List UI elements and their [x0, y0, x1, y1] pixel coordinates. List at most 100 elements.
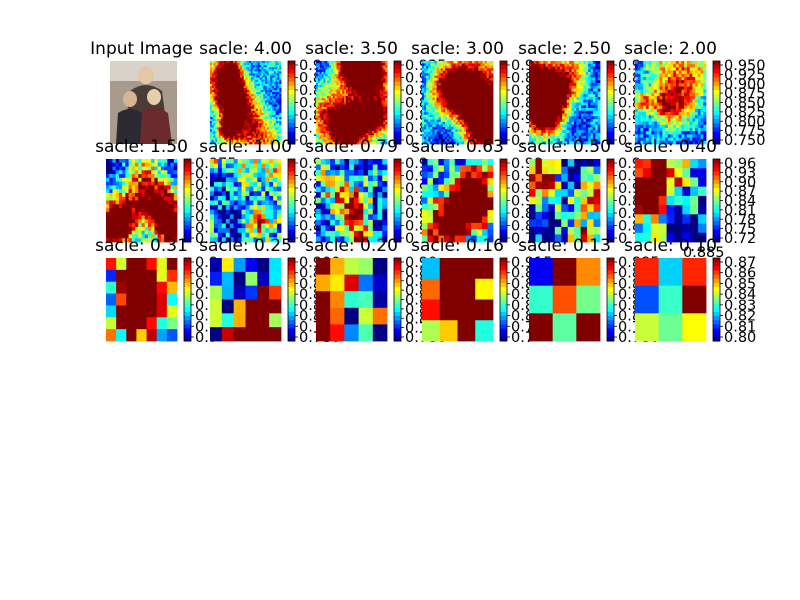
panel-14: sacle: 0.200.900.880.860.850.840.820.810…	[305, 236, 446, 346]
colorbar-tick-label: 0.8	[511, 266, 534, 282]
colorbar-tick-label: 0.9	[511, 181, 534, 197]
panel-7: sacle: 1.000.90.90.90.80.80.80.7	[199, 137, 322, 247]
panel-10: sacle: 0.500.90.90.90.80.80.80.7	[518, 137, 641, 247]
colorbar-tick-label: 0.78	[724, 212, 756, 228]
colorbar-tick-label: 0.7	[511, 330, 534, 346]
colorbar-tick-label: 0.8	[511, 219, 534, 235]
heatmap-image	[210, 159, 282, 243]
colorbar-tick-label: 0.8	[511, 83, 534, 99]
heatmap-image	[529, 61, 601, 145]
colorbar-tick-label: 0.83	[724, 298, 756, 314]
colorbar-tick-label: 0.80	[724, 330, 756, 346]
panel-title: sacle: 4.00	[199, 39, 292, 59]
panel-8: sacle: 0.790.90.90.90.80.80.80.7	[305, 137, 428, 247]
colorbar-tick-label: 0.8	[511, 71, 534, 87]
colorbar-tick-label: 0.8	[511, 276, 534, 292]
colorbar-tick-label: 0.90	[724, 175, 756, 191]
panel-0: Input Image	[90, 39, 193, 144]
colorbar-tick-label: 0.81	[724, 319, 756, 335]
heatmap-image	[635, 61, 707, 145]
panel-title: sacle: 0.16	[411, 236, 504, 256]
colorbar-tick-label: 0.81	[724, 203, 756, 219]
panel-title: sacle: 2.00	[624, 39, 717, 59]
heatmap-image	[210, 258, 282, 342]
panel-title: sacle: 0.25	[199, 236, 292, 256]
panel-title: sacle: 2.50	[518, 39, 611, 59]
colorbar: 0.90.80.80.80.80.70.7	[499, 58, 534, 149]
panel-9: sacle: 0.630.990.90.90.90.80.80.7	[411, 137, 543, 247]
colorbar-tick-label: 0.750	[724, 133, 766, 149]
colorbar-tick-label: 0.800	[724, 114, 766, 130]
colorbar-tick-label: 0.9	[511, 169, 534, 185]
colorbar: 0.870.860.850.840.830.820.810.80 0.885	[683, 245, 756, 346]
colorbar-tick-label: 0.8	[511, 206, 534, 222]
heatmap-image	[529, 258, 601, 342]
heatmap-image	[106, 159, 178, 243]
panel-11: sacle: 0.400.960.930.900.870.840.810.780…	[624, 137, 756, 247]
heatmap-image	[316, 159, 388, 243]
colorbar-tick-label: 0.96	[724, 156, 756, 172]
panel-4: sacle: 2.500.90.80.80.80.80.70.7	[518, 39, 641, 149]
colorbar-tick-label: 0.82	[724, 309, 756, 325]
colorbar-tick-label: 0.7	[511, 319, 534, 335]
panel-1: sacle: 4.000.90.80.80.80.80.70.7	[199, 39, 322, 149]
colorbar-tick-label: 0.75	[724, 222, 756, 238]
colorbar: 0.960.930.900.870.840.810.780.750.72	[712, 156, 756, 247]
colorbar: 0.9500.9250.9000.8750.8500.8250.8000.775…	[712, 58, 766, 149]
colorbar-tick-label: 0.825	[724, 105, 766, 121]
colorbar-tick-label: 0.8	[511, 309, 534, 325]
colorbar-tick-label: 0.775	[724, 124, 766, 140]
colorbar-tick-label: 0.8	[511, 298, 534, 314]
colorbar-extra-tick-label: 0.885	[683, 245, 725, 261]
panel-title: sacle: 0.20	[305, 236, 398, 256]
panel-title: sacle: 1.00	[199, 137, 292, 157]
panel-5: sacle: 2.000.9500.9250.9000.8750.8500.82…	[624, 39, 765, 149]
colorbar-tick-label: 0.72	[724, 231, 756, 247]
heatmap-image	[316, 258, 388, 342]
colorbar-tick-label: 0.925	[724, 67, 766, 83]
panel-title: sacle: 0.13	[518, 236, 611, 256]
colorbar-tick-label: 0.7	[511, 133, 534, 149]
panel-title: sacle: 0.79	[305, 137, 398, 157]
panel-title: sacle: 0.63	[411, 137, 504, 157]
colorbar: 0.990.90.90.90.80.80.7	[499, 156, 543, 247]
colorbar-tick-label: 0.8	[511, 108, 534, 124]
panel-17: sacle: 0.100.870.860.850.840.830.820.810…	[624, 236, 756, 346]
colorbar-tick-label: 0.850	[724, 96, 766, 112]
panel-title: sacle: 3.50	[305, 39, 398, 59]
colorbar-tick-label: 0.87	[724, 184, 756, 200]
colorbar-tick-label: 0.7	[511, 231, 534, 247]
heatmap-image	[635, 258, 707, 342]
panel-15: sacle: 0.160.9150.80.80.80.80.80.70.7	[411, 236, 552, 346]
panel-title: sacle: 0.31	[95, 236, 188, 256]
heatmap-image	[422, 258, 494, 342]
heatmap-image	[316, 61, 388, 145]
colorbar-tick-label: 0.9	[511, 194, 534, 210]
colorbar-tick-label: 0.84	[724, 194, 756, 210]
panel-3: sacle: 3.000.90.80.80.80.80.70.7	[411, 39, 534, 149]
panel-title: sacle: 0.50	[518, 137, 611, 157]
heatmap-image	[106, 258, 178, 342]
colorbar-tick-label: 0.86	[724, 266, 756, 282]
colorbar-tick-label: 0.950	[724, 58, 766, 74]
colorbar-tick-label: 0.87	[724, 255, 756, 271]
colorbar-tick-label: 0.85	[724, 276, 756, 292]
panel-title: sacle: 0.10	[624, 236, 717, 256]
colorbar-tick-label: 0.875	[724, 86, 766, 102]
heatmap-image	[635, 159, 707, 243]
panel-title: Input Image	[90, 39, 193, 59]
heatmap-image	[529, 159, 601, 243]
colorbar-tick-label: 0.9	[511, 58, 534, 74]
heatmap-image	[210, 61, 282, 145]
input-photo	[110, 61, 177, 144]
heatmap-image	[422, 159, 494, 243]
panel-title: sacle: 1.50	[95, 137, 188, 157]
colorbar-tick-label: 0.93	[724, 165, 756, 181]
panel-title: sacle: 0.40	[624, 137, 717, 157]
colorbar-tick-label: 0.7	[511, 121, 534, 137]
colorbar-tick-label: 0.84	[724, 287, 756, 303]
colorbar-tick-label: 0.8	[511, 96, 534, 112]
colorbar-tick-label: 0.8	[511, 287, 534, 303]
